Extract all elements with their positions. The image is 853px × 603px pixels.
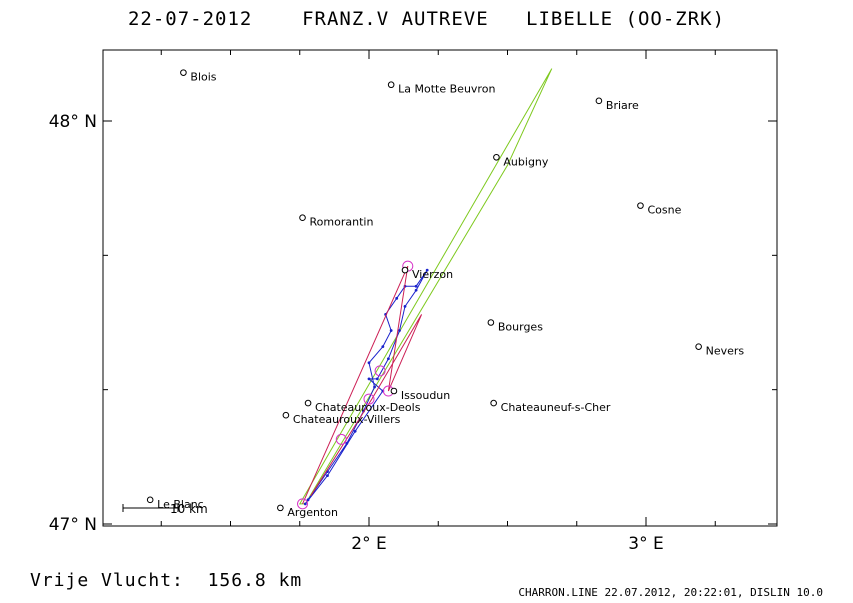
town-marker	[180, 69, 187, 76]
town-marker	[490, 399, 497, 407]
town-label: Vierzon	[412, 268, 453, 281]
lon-label: 3° E	[628, 534, 663, 554]
route-line	[302, 265, 423, 505]
town-label: Romorantin	[310, 216, 374, 229]
task-polygon-shape	[298, 68, 553, 505]
task-polygon	[298, 68, 553, 505]
town-label: Argenton	[287, 506, 338, 519]
flight-track-line	[304, 269, 428, 505]
turnpoint-marker	[374, 365, 386, 377]
track-fix	[367, 377, 371, 381]
map-title: 22-07-2012 FRANZ.V AUTREVE LIBELLE (OO-Z…	[0, 8, 853, 30]
distance-label: Vrije Vlucht:	[30, 570, 184, 591]
track-fix	[353, 429, 357, 433]
track-fix	[345, 442, 349, 445]
axis-labels: 2° E 3° E 48° N 47° N	[49, 112, 664, 554]
track-fix	[403, 304, 407, 308]
town-marker	[304, 399, 312, 407]
town-marker	[282, 411, 290, 419]
axis-ticks	[103, 50, 777, 526]
track-fix	[398, 329, 401, 332]
town-label: Bourges	[498, 321, 543, 334]
track-fix	[425, 268, 429, 272]
flight-track	[303, 268, 429, 506]
track-fix	[389, 329, 393, 332]
town-label: Chateauneuf-s-Cher	[501, 401, 611, 414]
track-fix	[414, 284, 418, 288]
turnpoint-markers	[297, 260, 414, 510]
town-label: Blois	[190, 71, 216, 84]
town-marker	[277, 504, 284, 512]
town-marker	[401, 266, 409, 274]
track-fix	[303, 502, 307, 506]
turnpoint-marker	[297, 498, 309, 510]
footer-info: CHARRON.LINE 22.07.2012, 20:22:01, DISLI…	[518, 586, 823, 599]
track-fix	[381, 345, 385, 349]
scale-bar: 10 km	[122, 502, 208, 516]
town-marker	[387, 81, 395, 89]
town-marker	[637, 202, 644, 209]
town-label: Chateauroux-Deols	[315, 401, 421, 414]
title-date: 22-07-2012	[127, 8, 253, 30]
free-flight-distance: Vrije Vlucht: 156.8 km	[30, 570, 302, 591]
town-label: Nevers	[706, 345, 745, 358]
town-label: La Motte Beuvron	[398, 83, 495, 96]
lat-label: 48° N	[49, 112, 97, 132]
town-label: Cosne	[647, 204, 681, 217]
track-fix	[373, 385, 376, 389]
town-label: Briare	[606, 99, 639, 112]
town-label: Issoudun	[401, 389, 450, 402]
track-fix	[367, 361, 371, 365]
town-marker	[487, 319, 495, 326]
town-marker	[695, 343, 702, 350]
town-markers: Blois La Motte Beuvron Briare Aubigny Cosne R…	[146, 69, 745, 519]
scale-bar-label: 10 km	[170, 502, 208, 516]
track-fix	[414, 288, 418, 292]
town-marker	[595, 97, 603, 105]
track-fix	[386, 357, 390, 361]
track-fix	[375, 377, 379, 381]
town-label: Aubigny	[503, 155, 548, 168]
town-label: Chateauroux-Villers	[293, 413, 401, 426]
map-frame	[102, 49, 778, 527]
town-marker	[146, 496, 154, 504]
optimised-route	[302, 265, 423, 505]
lat-label: 47° N	[49, 515, 97, 535]
track-fix	[395, 296, 399, 300]
distance-value: 156.8 km	[207, 570, 303, 591]
town-marker	[390, 387, 398, 395]
lon-label: 2° E	[351, 534, 386, 554]
town-marker	[299, 214, 306, 222]
title-pilot: FRANZ.V AUTREVE	[302, 8, 489, 30]
town-marker	[493, 153, 500, 161]
turnpoint-marker	[363, 393, 375, 405]
track-fix	[306, 498, 310, 502]
turnpoint-marker	[335, 433, 347, 445]
track-fix	[326, 474, 329, 478]
title-glider: LIBELLE (OO-ZRK)	[526, 8, 726, 30]
